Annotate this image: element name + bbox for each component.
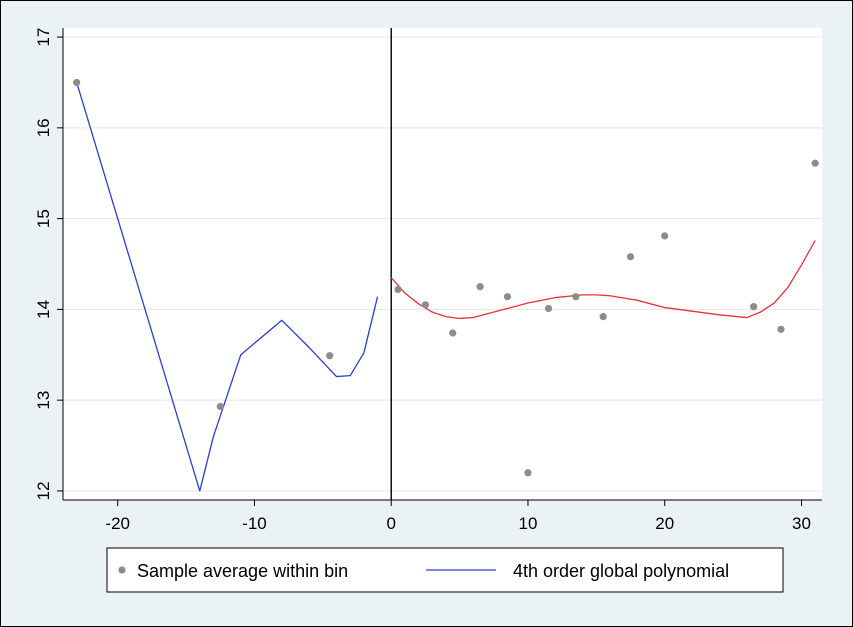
data-point: [503, 293, 512, 301]
legend: Sample average within bin 4th order glob…: [106, 547, 784, 593]
data-point: [449, 329, 457, 337]
y-tick-label: 14: [34, 300, 53, 319]
y-tick-label: 12: [34, 481, 53, 500]
data-point: [661, 232, 669, 240]
grid-lines: [63, 36, 822, 492]
data-point: [326, 352, 334, 360]
data-point: [811, 159, 819, 167]
data-point: [524, 469, 532, 477]
x-tick-label: 0: [386, 514, 395, 533]
x-tick-label: -10: [242, 514, 267, 533]
fit-line-right: [390, 240, 816, 320]
legend-marker-scatter: [118, 566, 126, 574]
data-point: [544, 304, 553, 313]
data-point: [750, 303, 758, 311]
series-lines: [76, 82, 816, 492]
plot-area: [63, 28, 822, 500]
data-point: [421, 301, 430, 309]
x-tick-label: -20: [105, 514, 130, 533]
x-axis-ticks: -20 -10 0 10 20 30: [105, 500, 811, 533]
y-tick-label: 16: [34, 118, 53, 137]
y-tick-label: 17: [34, 28, 53, 47]
data-point: [599, 313, 607, 321]
y-tick-label: 13: [34, 391, 53, 410]
x-tick-label: 20: [655, 514, 674, 533]
x-tick-label: 30: [792, 514, 811, 533]
data-point: [777, 325, 785, 333]
data-point: [73, 78, 81, 87]
data-point: [216, 402, 224, 411]
legend-label-line: 4th order global polynomial: [513, 561, 729, 581]
data-point: [476, 283, 484, 291]
y-tick-label: 15: [34, 209, 53, 228]
fit-line-left: [76, 82, 379, 492]
axes: [62, 28, 822, 501]
x-tick-label: 10: [519, 514, 538, 533]
y-axis-ticks: 12 13 14 15 16 17: [34, 28, 63, 500]
series-points: [73, 78, 819, 477]
data-point: [626, 253, 635, 261]
legend-label-scatter: Sample average within bin: [137, 561, 348, 581]
data-point: [572, 293, 580, 301]
data-point: [394, 285, 402, 294]
